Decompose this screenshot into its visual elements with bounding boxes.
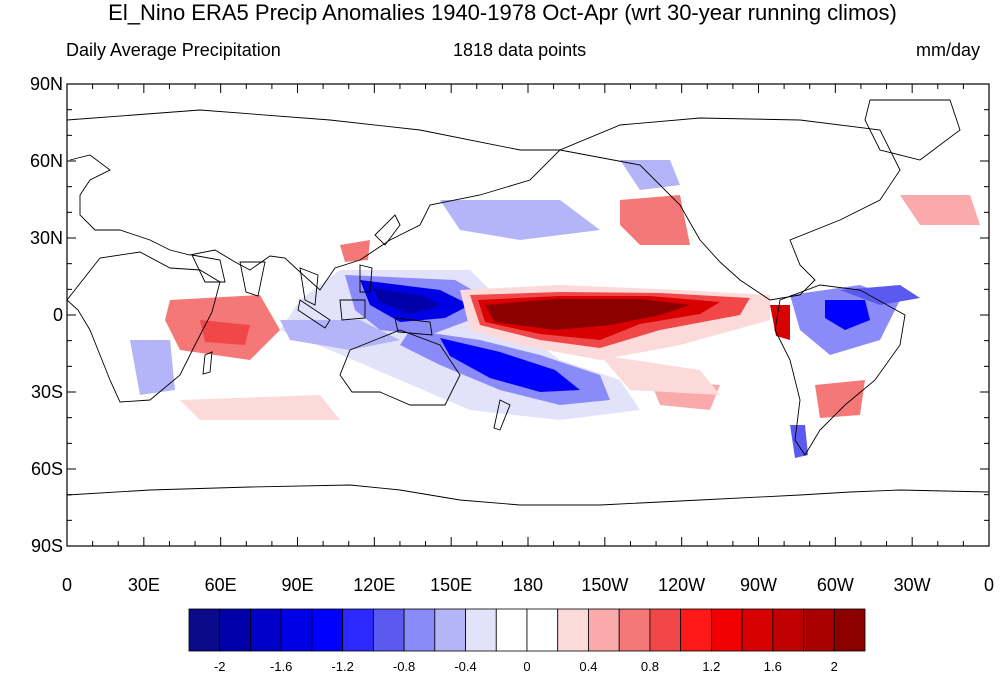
lon-label: 120E: [353, 575, 395, 595]
colorbar-label: 0: [523, 659, 530, 674]
colorbar-swatch: [803, 608, 835, 652]
colorbar-label: 0.8: [641, 659, 659, 674]
anomaly-field: [130, 160, 980, 458]
sumatra-coast: [297, 299, 331, 329]
colorbar-swatch: [403, 608, 436, 652]
africa-coast: [67, 251, 221, 403]
south-indian-wet: [180, 395, 340, 420]
southeast-pacific-wet: [600, 355, 720, 395]
madagascar-coast: [202, 351, 213, 375]
patagonia-dry: [790, 425, 808, 458]
colorbar-label: -1.2: [331, 659, 353, 674]
lat-label: 30S: [31, 382, 63, 402]
colorbar-labels: -2 -1.6 -1.2 -0.8 -0.4 0 0.4 0.8 1.2 1.6 2: [214, 659, 838, 674]
arabia-coast: [191, 254, 226, 283]
ecuador-peru-wet: [770, 305, 790, 340]
lon-label: 60E: [205, 575, 237, 595]
colorbar-label: 1.6: [764, 659, 782, 674]
philippines-coast: [359, 264, 373, 293]
longitude-labels: 0 30E 60E 90E 120E 150E 180 150W 120W 90W 60W 30W 0: [62, 575, 994, 595]
lon-label: 60W: [817, 575, 854, 595]
colorbar-swatch: [311, 608, 344, 652]
east-africa-wet-core: [200, 320, 250, 345]
colorbar-swatch: [618, 608, 651, 652]
coastlines: [67, 99, 989, 506]
colorbar-swatch: [741, 608, 774, 652]
lon-label: 0: [984, 575, 994, 595]
colorbar-swatch: [526, 608, 559, 652]
lat-label: 60N: [30, 151, 63, 171]
colorbar-swatch: [219, 608, 251, 652]
colorbar-swatch: [250, 608, 282, 652]
lat-label: 90N: [30, 74, 63, 94]
colorbar-label: 1.2: [702, 659, 720, 674]
colorbar-swatch: [342, 608, 374, 652]
new-guinea-coast: [394, 317, 433, 336]
lon-label: 90W: [740, 575, 777, 595]
colorbar-swatch: [710, 608, 743, 652]
southeast-south-america-wet: [815, 380, 865, 418]
lon-label: 30E: [128, 575, 160, 595]
colorbar-label: -1.6: [270, 659, 292, 674]
lon-label: 30W: [894, 575, 931, 595]
north-atlantic-wet: [900, 195, 980, 225]
colorbar-label: -0.8: [393, 659, 415, 674]
australia-coast: [339, 329, 461, 406]
colorbar-swatch: [649, 608, 682, 652]
lat-label: 0: [53, 305, 63, 325]
colorbar-swatch: [557, 608, 589, 652]
lon-label: 0: [62, 575, 72, 595]
map-title: El_Nino ERA5 Precip Anomalies 1940-1978 …: [108, 0, 897, 25]
colorbar-swatch: [372, 608, 405, 652]
colorbar-label: -2: [214, 659, 226, 674]
colorbar-swatch: [280, 608, 313, 652]
lon-label: 150E: [430, 575, 472, 595]
left-subtitle: Daily Average Precipitation: [66, 40, 281, 60]
lat-label: 90S: [31, 536, 63, 556]
greenland-coast: [864, 99, 961, 161]
india-coast: [239, 261, 266, 297]
colorbar: [188, 608, 866, 652]
south-america-coast: [774, 284, 906, 456]
colorbar-swatch: [188, 608, 221, 652]
latitude-labels: 90N 60N 30N 0 30S 60S 90S: [30, 74, 63, 556]
colorbar-label: -0.4: [454, 659, 476, 674]
south-africa-dry: [130, 340, 175, 395]
lon-label: 180: [513, 575, 543, 595]
colorbar-swatch: [588, 608, 620, 652]
indian-ocean-dry: [280, 320, 400, 350]
borneo-coast: [339, 299, 366, 321]
lon-label: 150W: [581, 575, 628, 595]
lat-label: 30N: [30, 228, 63, 248]
lat-label: 60S: [31, 459, 63, 479]
lon-label: 120W: [658, 575, 705, 595]
lon-label: 90E: [281, 575, 313, 595]
north-pacific-wet: [620, 195, 690, 245]
colorbar-swatch: [833, 608, 866, 652]
center-subtitle: 1818 data points: [453, 40, 587, 60]
colorbar-label: 2: [831, 659, 838, 674]
amazon-dry-core: [825, 300, 870, 330]
antarctica-coast: [67, 484, 989, 506]
right-subtitle: mm/day: [916, 40, 981, 60]
colorbar-swatch: [772, 608, 804, 652]
central-pacific-wet-core: [485, 299, 690, 330]
north-america-coast: [558, 117, 901, 301]
map-ticks: [66, 83, 990, 547]
new-zealand-coast: [493, 399, 511, 431]
colorbar-swatch: [465, 608, 497, 652]
maritime-continent-dry-center: [372, 288, 440, 314]
colorbar-label: 0.4: [579, 659, 597, 674]
japan-coast: [374, 214, 401, 246]
japan-wet: [340, 240, 370, 262]
north-pacific-dry: [440, 200, 600, 240]
sea-peninsula-coast: [299, 267, 319, 306]
colorbar-swatch: [495, 608, 528, 652]
colorbar-swatch: [434, 608, 466, 652]
spcz-dry-core: [440, 338, 580, 392]
colorbar-swatch: [680, 608, 712, 652]
